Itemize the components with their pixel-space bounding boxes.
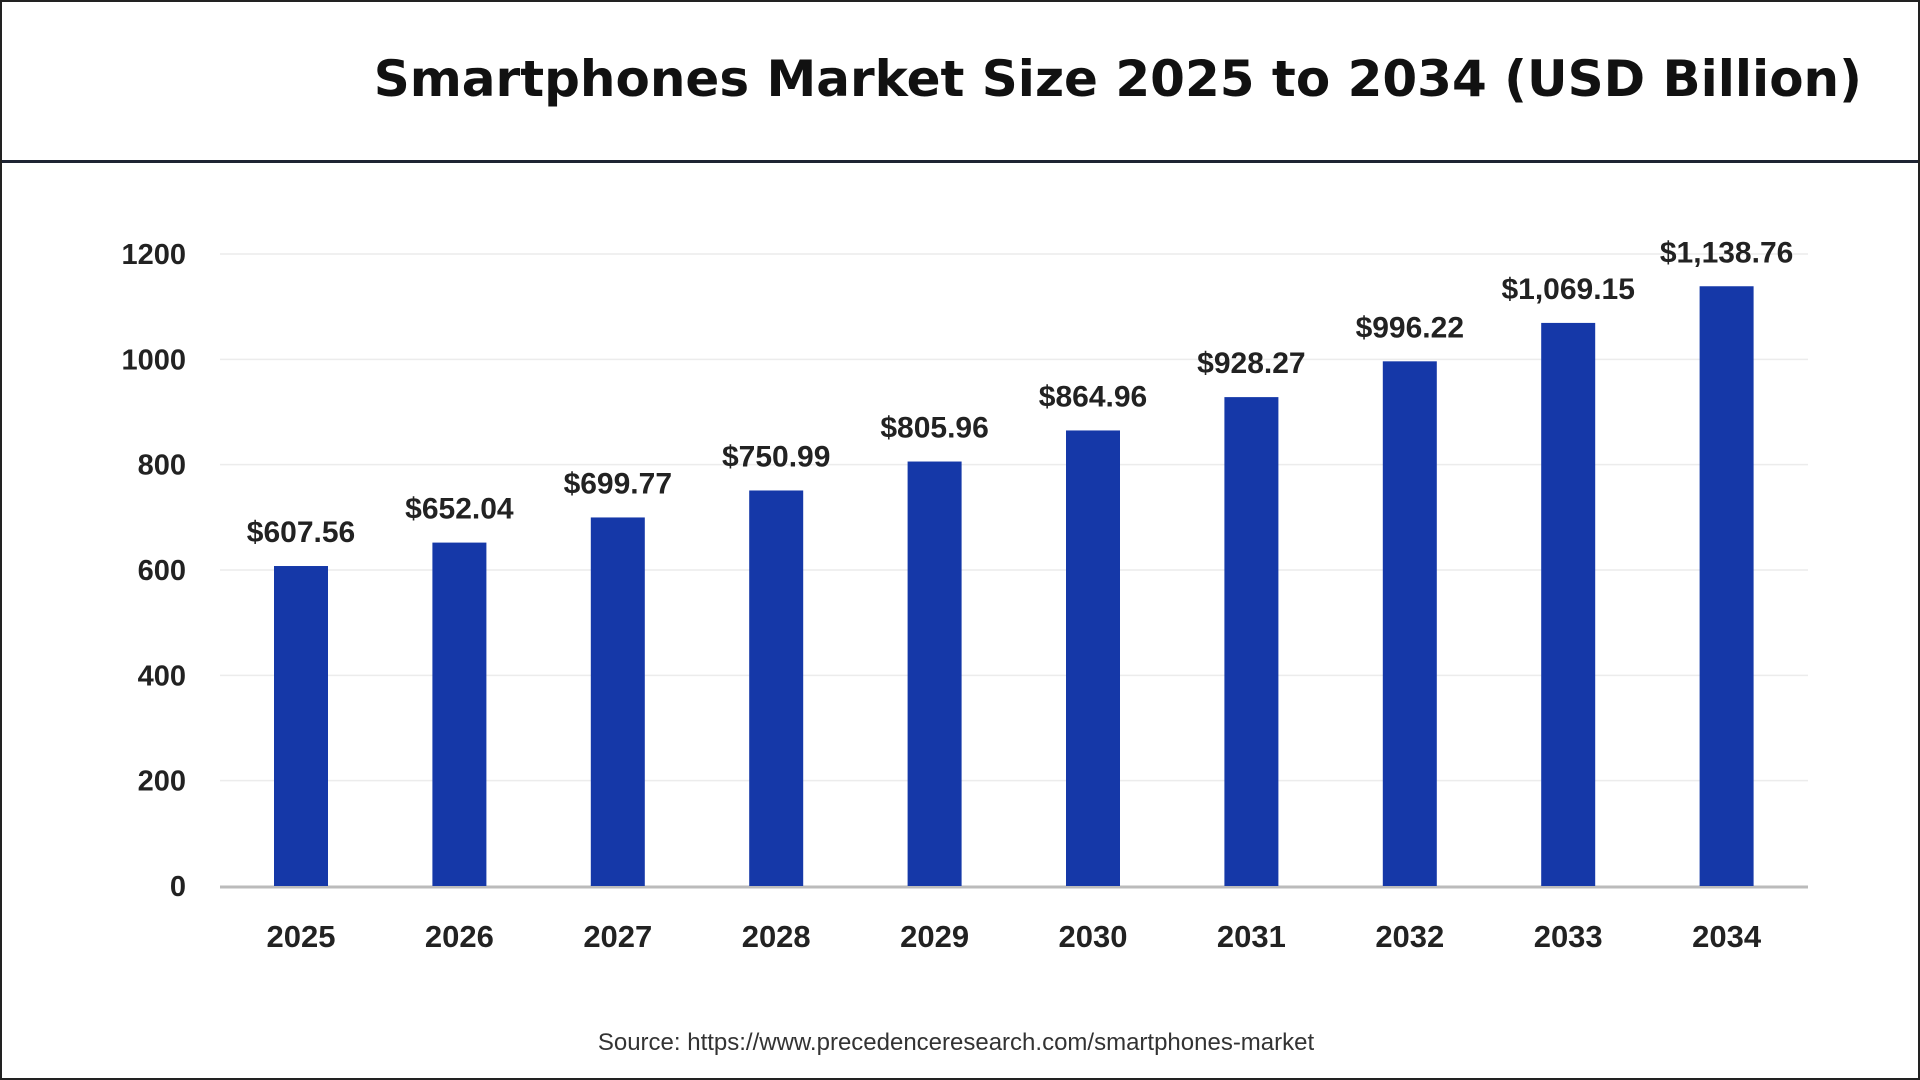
data-label: $805.96 <box>880 412 988 445</box>
x-tick-label: 2026 <box>425 919 494 954</box>
data-label: $864.96 <box>1039 380 1147 413</box>
y-tick-label: 600 <box>138 555 186 587</box>
y-tick-label: 400 <box>138 660 186 692</box>
y-tick-label: 200 <box>138 766 186 798</box>
chart-title: Smartphones Market Size 2025 to 2034 (US… <box>373 50 1862 108</box>
bar <box>1699 286 1754 886</box>
source-note: Source: https://www.precedenceresearch.c… <box>597 1029 1315 1056</box>
bar <box>590 517 645 886</box>
data-label: $1,138.76 <box>1660 236 1793 269</box>
data-label: $928.27 <box>1197 347 1305 380</box>
y-tick-label: 0 <box>170 871 186 903</box>
bar <box>1224 397 1279 886</box>
data-label: $750.99 <box>722 440 830 473</box>
x-tick-label: 2034 <box>1692 919 1762 954</box>
bar <box>1541 322 1596 887</box>
x-tick-label: 2031 <box>1217 919 1286 954</box>
data-label: $652.04 <box>405 493 514 526</box>
x-tick-label: 2030 <box>1059 919 1128 954</box>
bar <box>432 542 487 886</box>
y-tick-label: 1200 <box>121 239 186 271</box>
data-label: $1,069.15 <box>1501 273 1634 306</box>
y-tick-label: 1000 <box>121 344 186 376</box>
header: Smartphones Market Size 2025 to 2034 (US… <box>2 2 1918 163</box>
x-tick-label: 2033 <box>1534 919 1603 954</box>
x-tick-label: 2029 <box>900 919 969 954</box>
data-label: $699.77 <box>564 467 672 500</box>
x-tick-label: 2027 <box>583 919 652 954</box>
y-tick-label: 800 <box>138 450 186 482</box>
bar <box>749 490 804 886</box>
bar <box>274 566 328 886</box>
x-tick-label: 2032 <box>1375 919 1444 954</box>
x-tick-label: 2028 <box>742 919 811 954</box>
bar <box>1382 361 1437 887</box>
data-label: $996.22 <box>1356 311 1464 344</box>
bar <box>1066 430 1120 886</box>
bar <box>907 461 962 886</box>
data-label: $607.56 <box>247 516 355 549</box>
x-tick-label: 2025 <box>267 919 336 954</box>
